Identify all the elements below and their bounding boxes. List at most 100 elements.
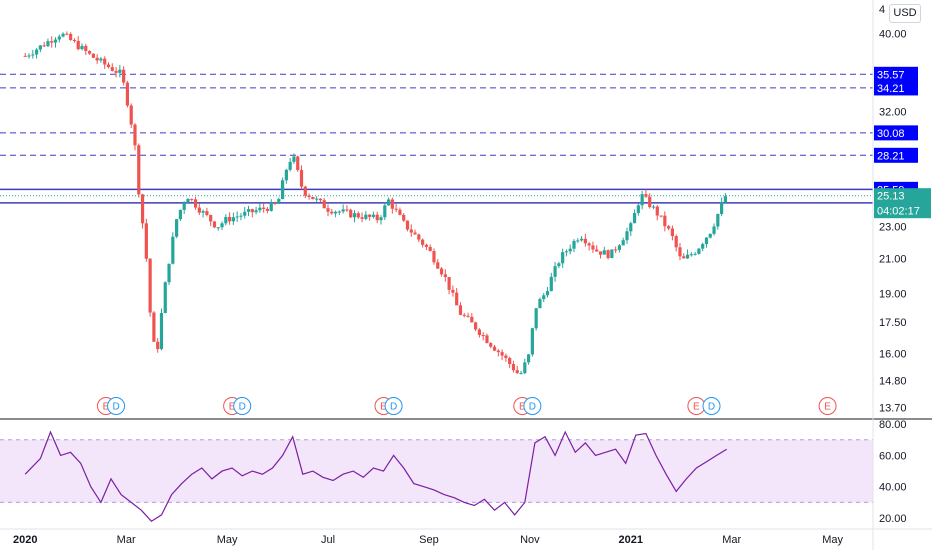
candle-body xyxy=(636,205,640,214)
candle-body xyxy=(280,180,285,200)
candle-body xyxy=(144,223,148,259)
price-tick-label: 40.00 xyxy=(879,28,907,40)
candle-body xyxy=(394,208,398,210)
candle-body xyxy=(481,334,485,336)
level-tag-label: 35.57 xyxy=(877,69,905,81)
candle-body xyxy=(458,305,463,315)
candle-body xyxy=(421,239,425,245)
event-label: D xyxy=(708,402,715,413)
candle-body xyxy=(330,211,334,214)
price-tick-label: 21.00 xyxy=(879,253,907,265)
candle-body xyxy=(205,211,209,215)
event-label: D xyxy=(239,402,246,413)
candle-body xyxy=(530,328,534,355)
candle-body xyxy=(462,314,466,316)
candle-body xyxy=(697,248,701,254)
candle-body xyxy=(46,41,50,47)
candle-body xyxy=(80,45,84,50)
candle-body xyxy=(383,205,387,218)
candle-body xyxy=(489,343,493,347)
candle-body xyxy=(322,200,326,209)
candle-body xyxy=(432,251,436,263)
candle-body xyxy=(87,51,92,54)
level-tag-label: 28.21 xyxy=(877,150,905,162)
candle-body xyxy=(572,240,576,249)
dividend-event-marker xyxy=(523,397,542,415)
candle-body xyxy=(405,220,410,230)
candle-body xyxy=(42,45,46,47)
candle-body xyxy=(209,214,213,222)
candle-body xyxy=(69,33,73,40)
candle-body xyxy=(644,194,648,197)
currency-button[interactable]: USD xyxy=(889,4,921,23)
candle-body xyxy=(273,202,277,204)
candle-body xyxy=(579,238,584,241)
candle-body xyxy=(91,53,95,58)
candle-body xyxy=(492,346,497,351)
event-label: E xyxy=(103,402,110,413)
candle-body xyxy=(140,194,145,224)
countdown-label: 04:02:17 xyxy=(877,206,920,218)
candle-body xyxy=(557,263,561,267)
candle-body xyxy=(648,196,652,208)
candle-body xyxy=(470,316,474,323)
candle-body xyxy=(167,263,171,283)
candle-body xyxy=(186,198,190,203)
candle-body xyxy=(159,312,164,350)
candle-body xyxy=(542,295,546,300)
dividend-event-marker xyxy=(107,397,126,415)
rsi-tick-label: 60.00 xyxy=(879,450,907,462)
candle-body xyxy=(371,214,376,217)
candle-body xyxy=(504,355,508,358)
candle-body xyxy=(436,262,440,269)
candle-body xyxy=(360,217,364,219)
date-tick-label: Mar xyxy=(117,534,136,546)
candle-body xyxy=(118,69,122,73)
candle-body xyxy=(689,254,693,256)
candle-body xyxy=(496,350,500,353)
event-label: D xyxy=(390,402,397,413)
event-label: E xyxy=(380,402,387,413)
date-tick-label: 2020 xyxy=(13,534,37,546)
level-tag-label: 30.08 xyxy=(877,128,905,140)
candle-body xyxy=(137,145,141,195)
candle-body xyxy=(390,199,394,209)
candle-body xyxy=(595,249,599,252)
candle-body xyxy=(667,226,671,229)
price-tick-label: 19.00 xyxy=(879,288,907,300)
candle-body xyxy=(500,352,504,356)
candle-body xyxy=(587,243,591,246)
dividend-event-marker xyxy=(233,397,252,415)
candle-body xyxy=(250,209,254,213)
candle-body xyxy=(545,291,550,296)
candle-body xyxy=(57,36,61,40)
level-tag xyxy=(874,125,918,141)
candle-body xyxy=(61,33,65,37)
candle-body xyxy=(228,216,232,222)
candle-body xyxy=(614,249,618,251)
candle-body xyxy=(708,233,712,238)
candle-body xyxy=(262,207,266,209)
candle-body xyxy=(193,199,198,208)
candle-body xyxy=(345,209,349,211)
level-tag xyxy=(874,80,918,96)
candle-body xyxy=(303,186,307,196)
event-label: E xyxy=(229,402,236,413)
candle-body xyxy=(651,206,656,208)
candle-body xyxy=(224,216,228,224)
candle-body xyxy=(175,219,179,237)
candle-body xyxy=(352,213,357,218)
candle-body xyxy=(704,237,709,245)
level-tag-label: 34.21 xyxy=(877,83,905,95)
candle-body xyxy=(640,194,644,206)
candle-body xyxy=(311,196,315,200)
candle-body xyxy=(129,105,133,125)
event-label: D xyxy=(112,402,119,413)
candle-body xyxy=(106,64,111,68)
rsi-tick-label: 80.00 xyxy=(879,419,907,431)
date-tick-label: Nov xyxy=(520,534,540,546)
candle-body xyxy=(23,55,27,57)
candle-body xyxy=(122,69,126,83)
event-label: E xyxy=(693,402,700,413)
candle-body xyxy=(125,82,130,106)
